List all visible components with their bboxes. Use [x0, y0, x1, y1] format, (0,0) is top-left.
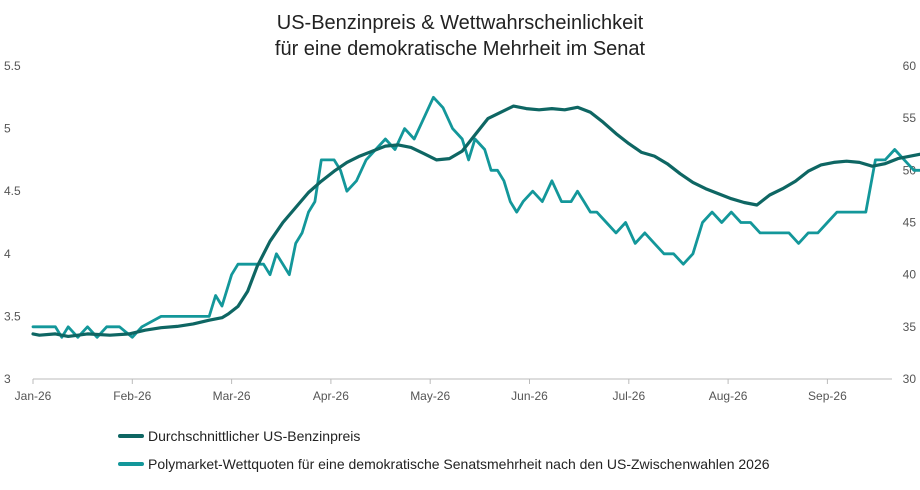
y-right-tick-label: 35 — [903, 320, 917, 334]
y-left-tick-label: 5 — [4, 122, 11, 136]
y-right-tick-label: 30 — [903, 372, 917, 386]
y-right-tick-label: 40 — [903, 268, 917, 282]
legend-label-polymarket: Polymarket-Wettquoten für eine demokrati… — [148, 456, 770, 472]
x-tick-label: Jun-26 — [511, 389, 548, 403]
legend-swatch-gas-price — [118, 434, 144, 438]
series-line-polymarket — [31, 95, 920, 339]
y-right-tick-label: 50 — [903, 163, 917, 177]
legend-label-gas-price: Durchschnittlicher US-Benzinpreis — [148, 428, 361, 444]
x-tick-label: Apr-26 — [313, 389, 349, 403]
y-right-tick-label: 60 — [903, 59, 917, 73]
x-tick-label: Jul-26 — [612, 389, 645, 403]
legend-item-polymarket: Polymarket-Wettquoten für eine demokrati… — [118, 456, 770, 472]
legend-swatch-polymarket — [118, 462, 144, 466]
legend-item-gas-price: Durchschnittlicher US-Benzinpreis — [118, 428, 360, 444]
y-left-tick-label: 3.5 — [4, 309, 21, 323]
x-tick-label: Feb-26 — [113, 389, 151, 403]
y-right-tick-label: 55 — [903, 111, 917, 125]
chart-subtitle: für eine demokratische Mehrheit im Senat — [274, 38, 646, 60]
y-right-tick-label: 45 — [903, 216, 917, 230]
x-tick-label: Sep-26 — [808, 389, 847, 403]
chart-title: US-Benzinpreis & Wettwahrscheinlichkeit — [276, 12, 644, 34]
x-tick-label: Mar-26 — [213, 389, 251, 403]
x-tick-label: Jan-26 — [15, 389, 52, 403]
y-left-tick-label: 5.5 — [4, 59, 21, 73]
y-left-tick-label: 4 — [4, 247, 11, 261]
x-tick-label: May-26 — [410, 389, 450, 403]
series-line-gas-price — [31, 104, 920, 338]
y-left-tick-label: 3 — [4, 372, 11, 386]
y-left-tick-label: 4.5 — [4, 184, 21, 198]
x-tick-label: Aug-26 — [709, 389, 748, 403]
